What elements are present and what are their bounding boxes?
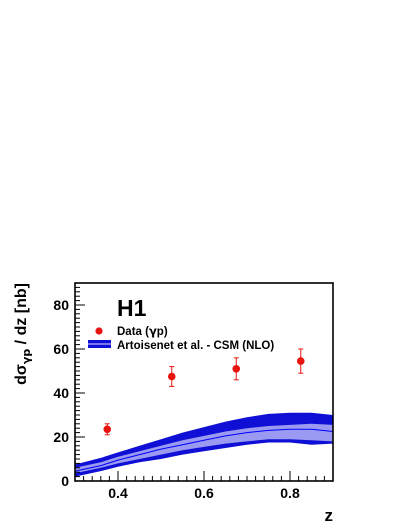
y-tick-label: 40 [53,385,69,401]
band-center-line [74,428,334,472]
x-tick-label: 0.8 [280,485,300,501]
legend-band-label: Artoisenet et al. - CSM (NLO) [117,340,274,352]
h1-logo: H1 [117,295,147,321]
y-tick-label: 80 [53,297,69,313]
data-point [296,357,305,365]
x-axis-title: z [325,506,334,525]
band-inner [75,423,333,474]
x-tick-label: 0.6 [194,485,214,501]
tick-labels: 0.4 0.6 0.8 0 20 40 60 80 [53,297,300,501]
legend-data-marker [95,327,103,335]
data-point [167,372,176,381]
legend-data-label: Data (γp) [117,324,168,338]
data-points [103,348,305,436]
y-tick-label: 0 [61,473,69,489]
legend: Data (γp) Artoisenet et al. - CSM (NLO) [88,324,274,352]
x-tick-label: 0.4 [108,485,128,501]
y-tick-label: 60 [53,341,69,357]
y-axis-title: dσγp / dz [nb] [13,283,33,385]
data-point [232,365,241,373]
axis-ticks [74,282,334,482]
y-tick-label: 20 [53,429,69,445]
theory-band [74,412,334,477]
plot-frame [74,282,334,482]
data-point [103,425,112,434]
